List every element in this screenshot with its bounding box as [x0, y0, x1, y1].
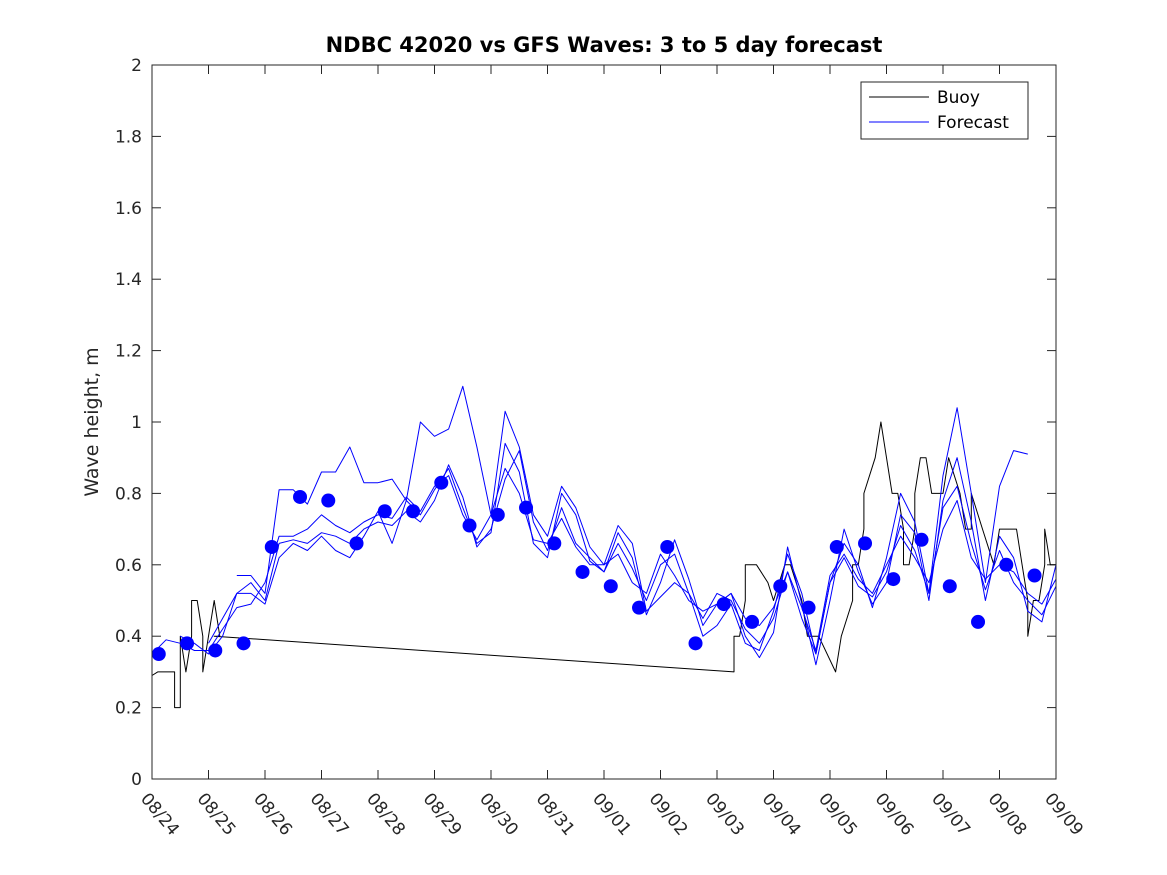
- forecast-marker: [264, 539, 279, 554]
- forecast-marker: [349, 536, 364, 551]
- y-tick-label: 1.6: [115, 199, 142, 219]
- forecast-marker: [971, 614, 986, 629]
- y-tick-label: 1.8: [115, 127, 142, 147]
- forecast-marker: [321, 493, 336, 508]
- forecast-marker: [434, 475, 449, 490]
- legend-box: [860, 81, 1029, 140]
- forecast-marker: [858, 536, 873, 551]
- legend-forecast-label: Forecast: [937, 113, 1009, 133]
- y-tick-label: 0.6: [115, 556, 142, 576]
- plot-frame: [151, 64, 1057, 780]
- plot-area: [152, 65, 1056, 779]
- forecast-marker: [745, 614, 760, 629]
- forecast-marker: [406, 504, 421, 519]
- forecast-line-2: [180, 450, 1057, 655]
- y-tick-labels: 0 0.2 0.4 0.6 0.8 1 1.2 1.4 1.6 1.8 2: [115, 56, 142, 790]
- forecast-marker: [886, 572, 901, 587]
- forecast-marker: [688, 636, 703, 651]
- forecast-marker: [151, 647, 166, 662]
- y-tick-label: 0.8: [115, 484, 142, 504]
- y-tick-label: 2: [131, 56, 142, 76]
- forecast-marker: [603, 579, 618, 594]
- markers-layer: [151, 475, 1042, 662]
- forecast-marker: [377, 504, 392, 519]
- forecast-marker: [236, 636, 251, 651]
- forecast-marker: [575, 564, 590, 579]
- forecast-marker: [914, 532, 929, 547]
- forecast-marker: [1027, 568, 1042, 583]
- forecast-marker: [293, 489, 308, 504]
- forecast-marker: [490, 507, 505, 522]
- legend: Buoy Forecast: [860, 81, 1029, 140]
- forecast-marker: [547, 536, 562, 551]
- y-tick-label: 0.4: [115, 627, 142, 647]
- chart-title: NDBC 42020 vs GFS Waves: 3 to 5 day fore…: [326, 33, 883, 57]
- y-tick-label: 1.2: [115, 342, 142, 362]
- legend-buoy-label: Buoy: [937, 88, 980, 108]
- y-tick-label: 0: [131, 770, 142, 790]
- forecast-marker: [716, 597, 731, 612]
- y-tick-label: 1.4: [115, 270, 142, 290]
- forecast-marker: [942, 579, 957, 594]
- forecast-marker: [801, 600, 816, 615]
- forecast-line-3: [208, 442, 1057, 666]
- forecast-marker: [462, 518, 477, 533]
- forecast-marker: [208, 643, 223, 658]
- series-layer: [151, 385, 1057, 709]
- forecast-line-4: [236, 385, 1028, 655]
- forecast-marker: [632, 600, 647, 615]
- y-tick-label: 1: [131, 413, 142, 433]
- forecast-marker: [999, 557, 1014, 572]
- forecast-marker: [773, 579, 788, 594]
- forecast-marker: [180, 636, 195, 651]
- y-axis-label: Wave height, m: [81, 347, 103, 496]
- y-tick-label: 0.2: [115, 699, 142, 719]
- forecast-marker: [660, 539, 675, 554]
- forecast-marker: [519, 500, 534, 515]
- forecast-marker: [829, 539, 844, 554]
